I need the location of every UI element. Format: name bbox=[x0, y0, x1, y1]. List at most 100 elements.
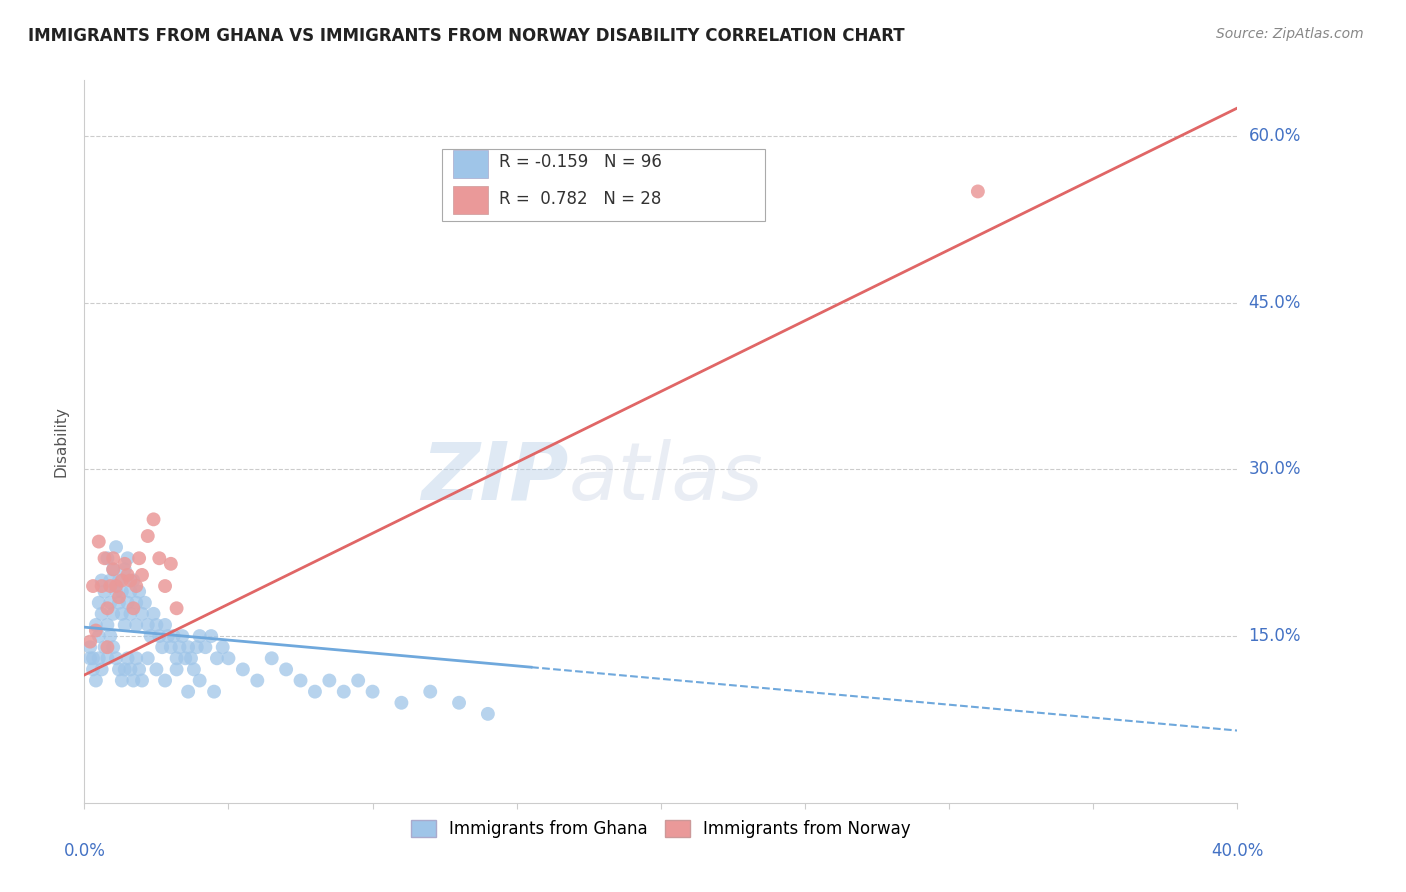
Point bbox=[148, 629, 170, 643]
Point bbox=[87, 534, 110, 549]
Point bbox=[105, 584, 128, 599]
Point bbox=[96, 618, 118, 632]
Point bbox=[967, 185, 990, 199]
Point bbox=[136, 651, 159, 665]
Point bbox=[103, 607, 124, 621]
Point bbox=[180, 651, 202, 665]
Point bbox=[114, 662, 136, 676]
Text: atlas: atlas bbox=[568, 439, 763, 516]
Point bbox=[166, 601, 188, 615]
Point bbox=[96, 601, 118, 615]
Point bbox=[105, 540, 128, 554]
Point bbox=[114, 618, 136, 632]
Point bbox=[153, 618, 176, 632]
Point bbox=[79, 640, 101, 655]
Point bbox=[194, 640, 217, 655]
Text: 45.0%: 45.0% bbox=[1249, 293, 1301, 311]
Point bbox=[139, 629, 162, 643]
Point bbox=[111, 673, 134, 688]
Point bbox=[108, 596, 131, 610]
Point bbox=[246, 673, 269, 688]
Point bbox=[84, 618, 107, 632]
Point bbox=[148, 551, 170, 566]
Text: 60.0%: 60.0% bbox=[1249, 127, 1301, 145]
Point bbox=[90, 662, 112, 676]
Text: 40.0%: 40.0% bbox=[1211, 842, 1264, 860]
Point bbox=[391, 696, 413, 710]
Point bbox=[105, 579, 128, 593]
Point bbox=[87, 596, 110, 610]
Legend: Immigrants from Ghana, Immigrants from Norway: Immigrants from Ghana, Immigrants from N… bbox=[405, 814, 917, 845]
Point bbox=[142, 512, 165, 526]
Point bbox=[93, 551, 115, 566]
Point bbox=[120, 574, 142, 588]
Point bbox=[79, 651, 101, 665]
Point bbox=[202, 684, 225, 698]
Text: IMMIGRANTS FROM GHANA VS IMMIGRANTS FROM NORWAY DISABILITY CORRELATION CHART: IMMIGRANTS FROM GHANA VS IMMIGRANTS FROM… bbox=[28, 27, 904, 45]
Point bbox=[96, 551, 118, 566]
Point bbox=[260, 651, 283, 665]
Point bbox=[103, 562, 124, 576]
Text: R = -0.159   N = 96: R = -0.159 N = 96 bbox=[499, 153, 662, 171]
Point bbox=[98, 579, 121, 593]
Point bbox=[87, 629, 110, 643]
Point bbox=[145, 618, 167, 632]
Point bbox=[200, 629, 222, 643]
Text: ZIP: ZIP bbox=[422, 439, 568, 516]
Point bbox=[117, 568, 139, 582]
Point bbox=[177, 684, 200, 698]
Point bbox=[211, 640, 233, 655]
Point bbox=[232, 662, 254, 676]
Point bbox=[361, 684, 384, 698]
Point bbox=[125, 579, 148, 593]
Point bbox=[134, 596, 156, 610]
Point bbox=[103, 562, 124, 576]
Point bbox=[122, 574, 145, 588]
Point bbox=[98, 629, 121, 643]
Point bbox=[131, 607, 153, 621]
FancyBboxPatch shape bbox=[441, 149, 765, 221]
Point bbox=[333, 684, 356, 698]
Point bbox=[128, 551, 150, 566]
Point bbox=[103, 640, 124, 655]
Text: 0.0%: 0.0% bbox=[63, 842, 105, 860]
Point bbox=[111, 607, 134, 621]
Point bbox=[160, 640, 183, 655]
Point bbox=[166, 651, 188, 665]
Point bbox=[188, 629, 211, 643]
Point bbox=[131, 673, 153, 688]
Point bbox=[174, 651, 197, 665]
Point bbox=[84, 624, 107, 638]
Point bbox=[114, 562, 136, 576]
Point bbox=[120, 662, 142, 676]
Text: Source: ZipAtlas.com: Source: ZipAtlas.com bbox=[1216, 27, 1364, 41]
Point bbox=[108, 662, 131, 676]
Point bbox=[96, 651, 118, 665]
Bar bbox=[453, 151, 488, 178]
Point bbox=[145, 662, 167, 676]
Point bbox=[172, 629, 194, 643]
Point bbox=[477, 706, 499, 721]
Point bbox=[90, 607, 112, 621]
Point bbox=[449, 696, 471, 710]
Point bbox=[114, 557, 136, 571]
Point bbox=[117, 596, 139, 610]
Point bbox=[128, 584, 150, 599]
Point bbox=[125, 596, 148, 610]
Point bbox=[186, 640, 208, 655]
Point bbox=[125, 618, 148, 632]
Point bbox=[82, 579, 104, 593]
Point bbox=[136, 529, 159, 543]
Bar bbox=[453, 186, 488, 214]
Point bbox=[82, 651, 104, 665]
Point bbox=[98, 596, 121, 610]
Point bbox=[117, 551, 139, 566]
Point bbox=[188, 673, 211, 688]
Point bbox=[177, 640, 200, 655]
Point bbox=[122, 601, 145, 615]
Point bbox=[125, 651, 148, 665]
Point bbox=[96, 640, 118, 655]
Point bbox=[156, 629, 179, 643]
Point bbox=[120, 607, 142, 621]
Point bbox=[93, 640, 115, 655]
